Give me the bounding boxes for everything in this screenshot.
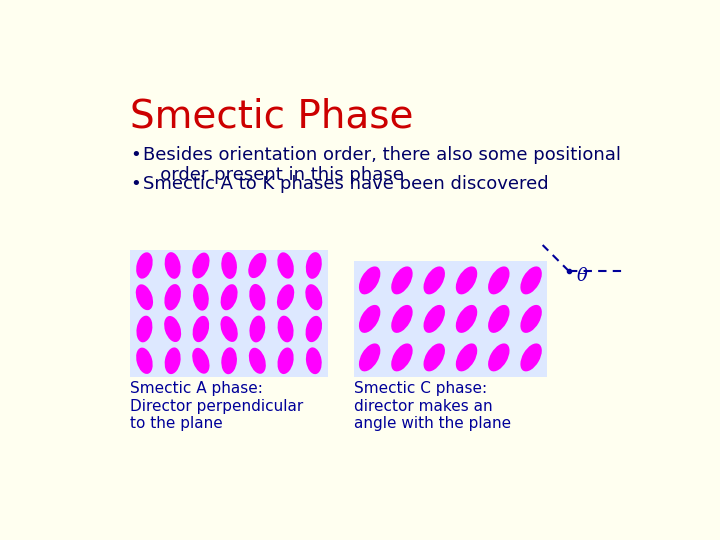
Ellipse shape	[278, 316, 294, 342]
Ellipse shape	[277, 348, 294, 374]
Ellipse shape	[221, 252, 237, 279]
Ellipse shape	[305, 316, 322, 342]
Ellipse shape	[359, 305, 380, 333]
Ellipse shape	[488, 266, 510, 294]
Ellipse shape	[193, 316, 209, 342]
Ellipse shape	[359, 343, 380, 372]
Ellipse shape	[359, 266, 380, 294]
Ellipse shape	[164, 284, 181, 310]
Ellipse shape	[456, 343, 477, 372]
Ellipse shape	[192, 348, 210, 374]
Ellipse shape	[423, 343, 445, 372]
Ellipse shape	[136, 348, 153, 374]
Ellipse shape	[521, 266, 542, 294]
Ellipse shape	[193, 284, 209, 310]
Ellipse shape	[220, 316, 238, 342]
Ellipse shape	[391, 343, 413, 372]
Text: •: •	[130, 175, 141, 193]
Ellipse shape	[305, 284, 323, 310]
Ellipse shape	[306, 347, 322, 374]
FancyBboxPatch shape	[354, 261, 547, 377]
Ellipse shape	[423, 266, 445, 294]
Ellipse shape	[456, 305, 477, 333]
Ellipse shape	[165, 252, 181, 279]
Ellipse shape	[488, 305, 510, 333]
Ellipse shape	[249, 315, 265, 342]
Text: Smectic C phase:
director makes an
angle with the plane: Smectic C phase: director makes an angle…	[354, 381, 510, 431]
Ellipse shape	[391, 266, 413, 294]
Ellipse shape	[136, 252, 153, 279]
Ellipse shape	[192, 253, 210, 279]
FancyBboxPatch shape	[130, 249, 328, 377]
Ellipse shape	[164, 316, 181, 342]
Ellipse shape	[220, 284, 238, 310]
Text: Smectic A phase:
Director perpendicular
to the plane: Smectic A phase: Director perpendicular …	[130, 381, 304, 431]
Ellipse shape	[136, 285, 153, 310]
Ellipse shape	[488, 343, 510, 372]
Text: •: •	[130, 146, 141, 164]
Ellipse shape	[249, 348, 266, 374]
Ellipse shape	[248, 253, 266, 278]
Ellipse shape	[521, 343, 542, 372]
Text: Smectic Phase: Smectic Phase	[130, 97, 414, 135]
Ellipse shape	[221, 347, 237, 374]
Ellipse shape	[306, 252, 322, 279]
Ellipse shape	[136, 316, 153, 342]
Ellipse shape	[249, 284, 266, 310]
Text: Smectic A to K phases have been discovered: Smectic A to K phases have been discover…	[143, 175, 549, 193]
Ellipse shape	[277, 252, 294, 279]
Ellipse shape	[391, 305, 413, 333]
Ellipse shape	[165, 347, 181, 374]
Ellipse shape	[521, 305, 542, 333]
Text: Besides orientation order, there also some positional
   order present in this p: Besides orientation order, there also so…	[143, 146, 621, 185]
Ellipse shape	[423, 305, 445, 333]
Text: θ: θ	[577, 267, 588, 285]
Ellipse shape	[277, 285, 294, 310]
Ellipse shape	[456, 266, 477, 294]
